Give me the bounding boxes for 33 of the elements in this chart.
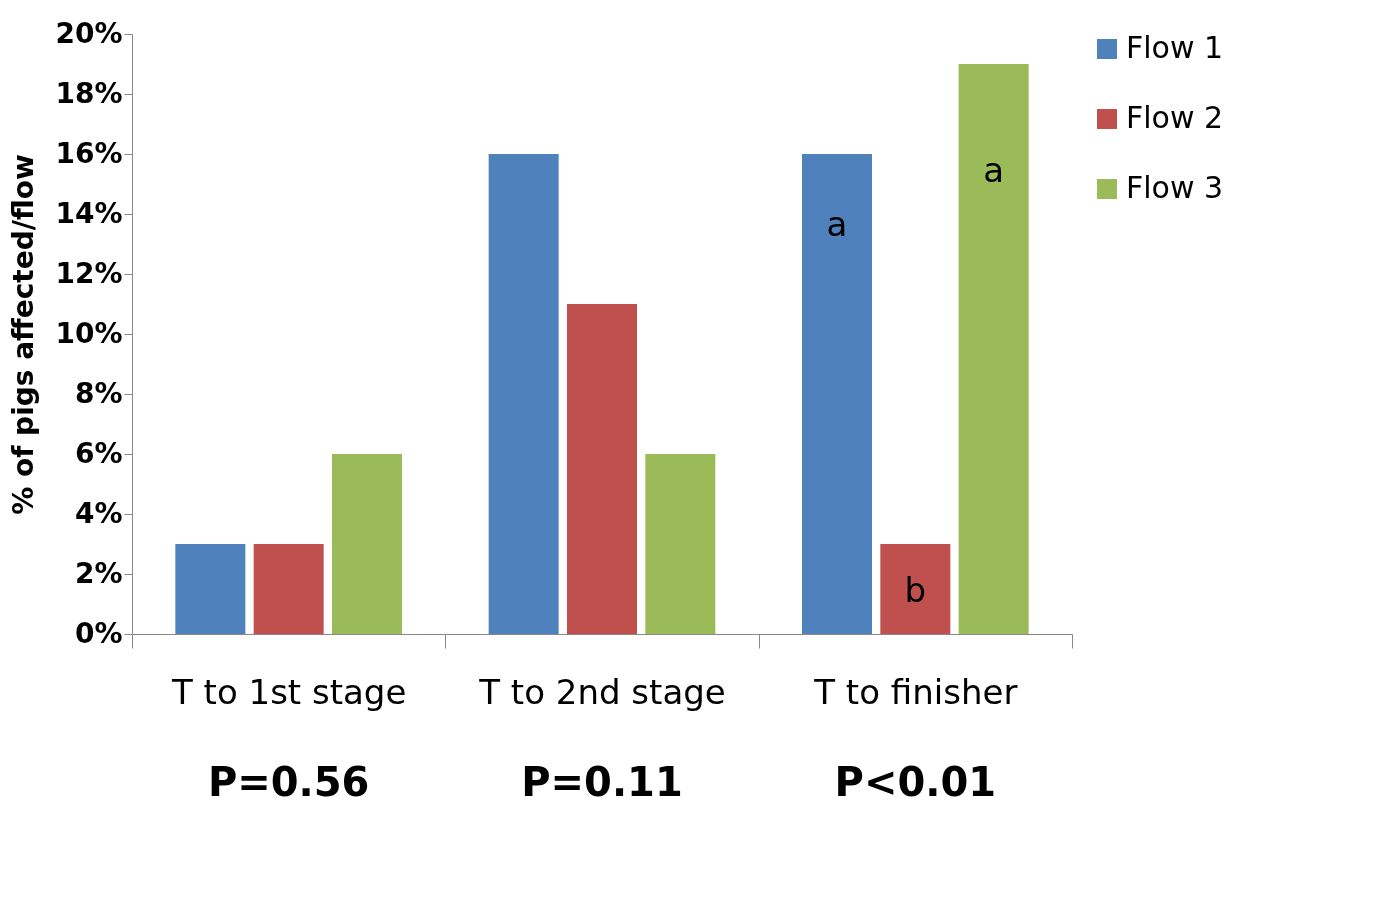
legend-label: Flow 3 (1126, 170, 1224, 205)
annotation: a (983, 150, 1005, 190)
y-tick-label: 18% (55, 76, 123, 110)
bar (253, 544, 324, 634)
y-tick-label: 14% (55, 196, 123, 230)
y-tick-label: 2% (74, 556, 123, 590)
x-tick-label: T to 2nd stage (478, 671, 726, 712)
legend-label: Flow 1 (1126, 30, 1224, 65)
bar (332, 454, 402, 634)
legend-label: Flow 2 (1126, 100, 1224, 135)
y-tick-label: 16% (55, 136, 123, 170)
bar (175, 544, 246, 634)
annotation: a (826, 204, 848, 244)
y-tick-label: 0% (74, 616, 123, 650)
y-axis-title: % of pigs affected/flow (7, 154, 41, 515)
bar (958, 64, 1029, 634)
y-tick-label: 20% (55, 16, 123, 50)
y-tick-label: 8% (74, 376, 123, 410)
bar (880, 544, 951, 634)
x-tick-label: T to finisher (813, 671, 1018, 712)
text: P=0.11 (521, 759, 683, 805)
annotation: b (904, 570, 927, 610)
bar (567, 304, 637, 634)
bar (488, 154, 559, 634)
y-tick-label: 10% (55, 316, 123, 350)
x-tick-label: T to 1st stage (170, 671, 407, 712)
y-tick-label: 6% (74, 436, 123, 470)
bar (645, 454, 716, 634)
text: P<0.01 (834, 759, 997, 805)
bar (802, 154, 872, 634)
text: P=0.56 (207, 759, 370, 805)
y-tick-label: 4% (74, 496, 123, 530)
y-tick-label: 12% (55, 256, 123, 290)
